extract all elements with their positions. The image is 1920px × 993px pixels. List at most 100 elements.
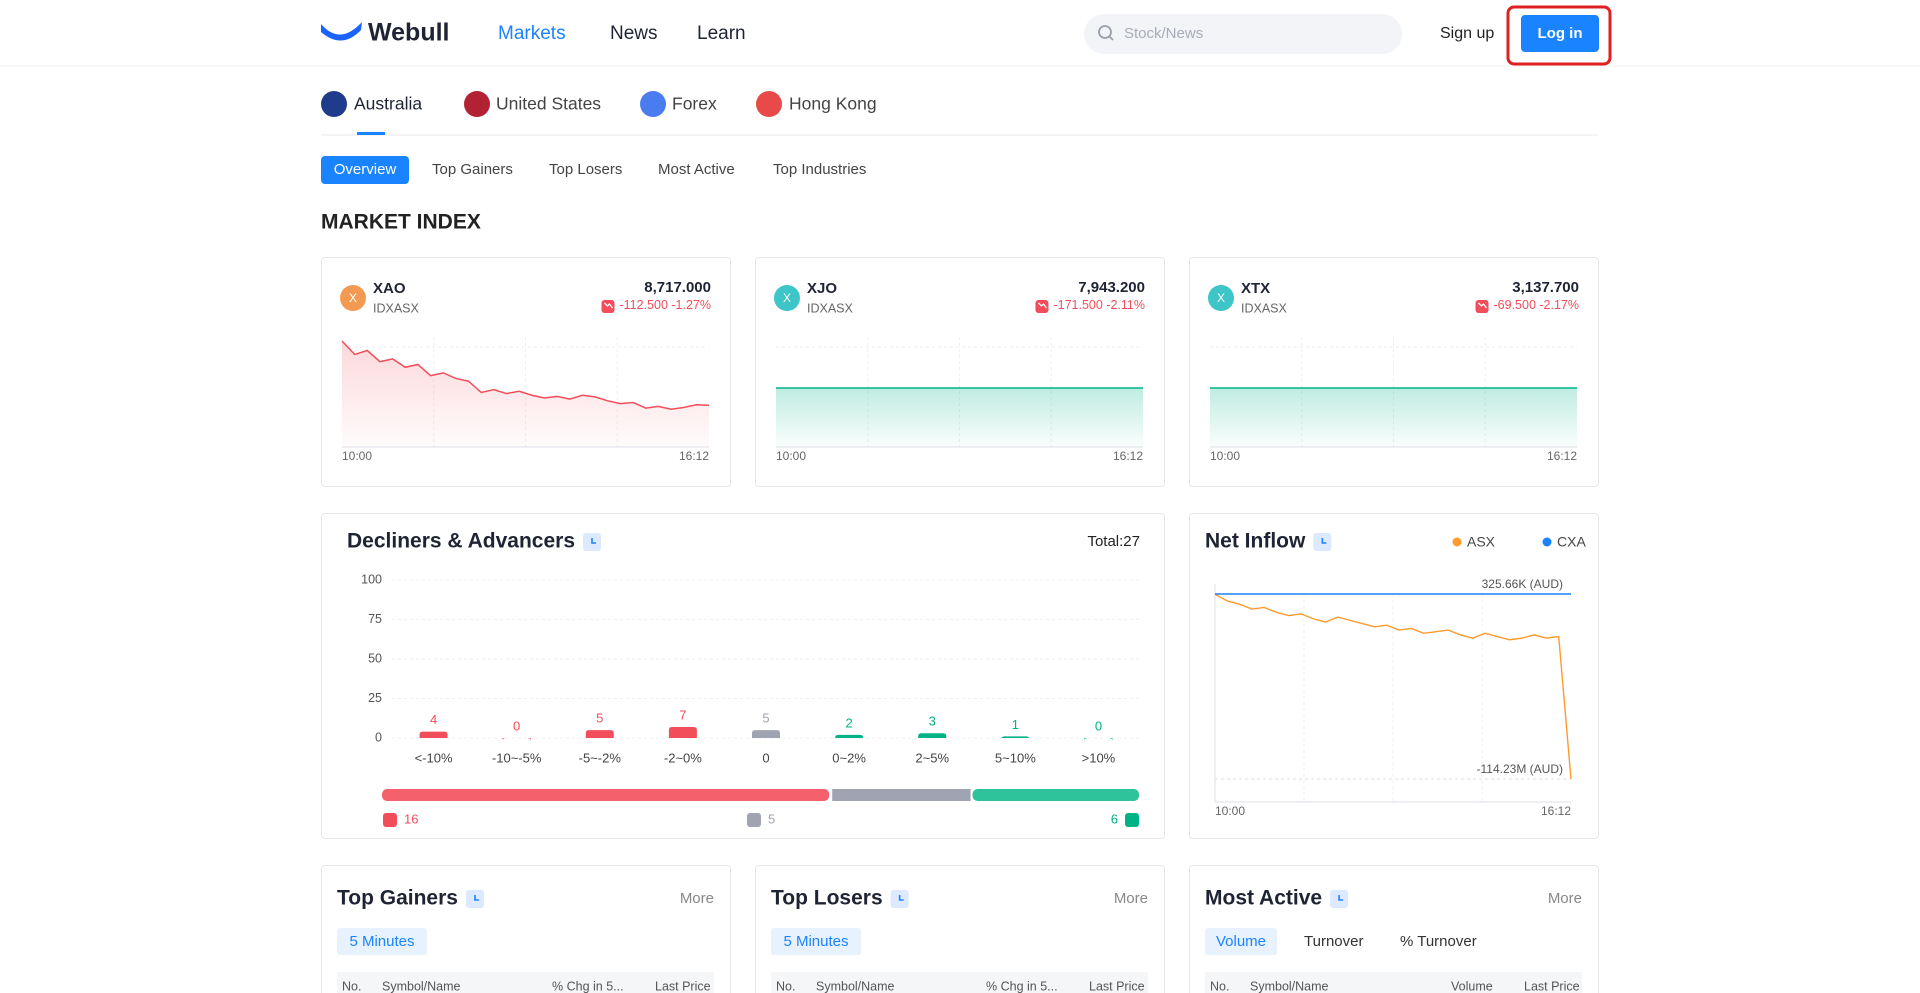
region-tab[interactable]: Hong Kong bbox=[789, 94, 877, 114]
x-tick-label: >10% bbox=[1082, 750, 1116, 765]
decliners-card bbox=[321, 513, 1165, 839]
index-icon bbox=[1208, 285, 1234, 311]
flat-icon bbox=[747, 813, 761, 827]
sub-tab[interactable]: Top Industries bbox=[773, 161, 866, 178]
time-label: 16:12 bbox=[1113, 449, 1143, 463]
section-title: MARKET INDEX bbox=[321, 211, 481, 234]
column-header: Volume bbox=[1451, 979, 1493, 993]
index-icon-letter: X bbox=[1217, 291, 1225, 305]
filter-option[interactable]: Volume bbox=[1216, 933, 1266, 950]
bar-value-label: 5 bbox=[596, 711, 603, 726]
region-icon[interactable] bbox=[640, 91, 666, 117]
card-title: Net Inflow bbox=[1205, 530, 1306, 553]
region-tab[interactable]: United States bbox=[496, 94, 601, 114]
y-tick-label: 325.66K (AUD) bbox=[1482, 577, 1563, 591]
region-icon[interactable] bbox=[756, 91, 782, 117]
time-label: 16:12 bbox=[679, 449, 709, 463]
column-header: Symbol/Name bbox=[382, 979, 461, 993]
bar-value-label: 2 bbox=[845, 715, 852, 730]
index-icon bbox=[340, 285, 366, 311]
bar bbox=[668, 726, 697, 738]
y-tick-label: 75 bbox=[368, 612, 382, 626]
down-icon bbox=[601, 300, 615, 313]
summary-segment bbox=[972, 789, 1139, 801]
index-icon-letter: X bbox=[349, 291, 357, 305]
bar-value-label: 0 bbox=[513, 718, 520, 733]
sub-tab[interactable]: Top Gainers bbox=[432, 161, 513, 178]
index-exchange: IDXASX bbox=[807, 301, 854, 315]
legend-label: ASX bbox=[1467, 534, 1496, 550]
column-header: No. bbox=[776, 979, 795, 993]
more-link[interactable]: More bbox=[680, 890, 714, 907]
logo[interactable]: Webull bbox=[368, 19, 449, 47]
table-header-bg bbox=[1205, 972, 1582, 993]
filter-option[interactable]: 5 Minutes bbox=[783, 933, 848, 950]
sign-up[interactable]: Sign up bbox=[1440, 25, 1494, 42]
column-header: Last Price bbox=[1524, 979, 1580, 993]
region-tab[interactable]: Forex bbox=[672, 94, 717, 114]
time-label: 16:12 bbox=[1547, 449, 1577, 463]
trend-area bbox=[776, 388, 1143, 447]
filter-pill[interactable] bbox=[1205, 928, 1277, 955]
trend-area bbox=[1210, 388, 1577, 447]
index-price: 7,943.200 bbox=[1078, 279, 1145, 296]
index-symbol: XAO bbox=[373, 280, 406, 297]
inflow-line bbox=[1214, 593, 1572, 780]
bar bbox=[918, 733, 947, 738]
card-title: Decliners & Advancers bbox=[347, 530, 575, 553]
time-label: 10:00 bbox=[1215, 804, 1245, 818]
info-icon bbox=[898, 895, 904, 901]
login-button[interactable] bbox=[1521, 15, 1599, 52]
summary-segment bbox=[832, 789, 971, 801]
filter-option[interactable]: % Turnover bbox=[1400, 933, 1477, 950]
index-exchange: IDXASX bbox=[373, 301, 420, 315]
filter-pill[interactable] bbox=[337, 928, 427, 955]
nav-link[interactable]: Learn bbox=[697, 23, 746, 44]
bar bbox=[419, 731, 448, 738]
nav-link[interactable]: Markets bbox=[498, 23, 566, 44]
down-icon bbox=[1035, 300, 1049, 313]
bar-value-label: 3 bbox=[929, 714, 936, 729]
column-header: % Chg in 5... bbox=[552, 979, 624, 993]
bar bbox=[585, 730, 614, 738]
index-price: 3,137.700 bbox=[1512, 279, 1579, 296]
summary-label: 6 bbox=[1111, 811, 1118, 826]
time-label: 10:00 bbox=[1210, 449, 1240, 463]
change-value: -69.500 bbox=[1494, 298, 1536, 312]
info-icon bbox=[1338, 895, 1344, 901]
search-box[interactable] bbox=[1084, 14, 1402, 54]
column-header: Last Price bbox=[655, 979, 711, 993]
sub-tab[interactable]: Most Active bbox=[658, 161, 735, 178]
x-tick-label: <-10% bbox=[415, 750, 453, 765]
region-icon[interactable] bbox=[464, 91, 490, 117]
search-placeholder: Stock/News bbox=[1124, 25, 1203, 42]
filter-option[interactable]: Turnover bbox=[1304, 933, 1363, 950]
region-tab[interactable]: Australia bbox=[354, 94, 422, 114]
more-link[interactable]: More bbox=[1114, 890, 1148, 907]
y-tick-label: 25 bbox=[368, 691, 382, 705]
more-link[interactable]: More bbox=[1548, 890, 1582, 907]
x-tick-label: -10~-5% bbox=[492, 750, 542, 765]
column-header: % Chg in 5... bbox=[986, 979, 1058, 993]
list-card bbox=[1189, 865, 1599, 993]
table-header-bg bbox=[337, 972, 714, 993]
index-price: 8,717.000 bbox=[644, 279, 711, 296]
legend-dot bbox=[1452, 537, 1462, 547]
region-icon[interactable] bbox=[321, 91, 347, 117]
filter-pill[interactable] bbox=[771, 928, 861, 955]
index-change: -69.500 -2.17% bbox=[1494, 298, 1580, 312]
time-label: 10:00 bbox=[776, 449, 806, 463]
change-percent: -2.17% bbox=[1539, 298, 1579, 312]
logo-mark[interactable] bbox=[321, 22, 362, 41]
index-symbol: XTX bbox=[1241, 280, 1270, 297]
sub-tab[interactable]: Top Losers bbox=[549, 161, 622, 178]
down-icon bbox=[383, 813, 397, 827]
sub-tab[interactable]: Overview bbox=[334, 161, 397, 178]
tab-active-bg[interactable] bbox=[321, 156, 409, 184]
change-value: -171.500 bbox=[1053, 298, 1102, 312]
login-label[interactable]: Log in bbox=[1538, 25, 1583, 42]
filter-option[interactable]: 5 Minutes bbox=[349, 933, 414, 950]
bar-value-label: 4 bbox=[430, 712, 437, 727]
nav-link[interactable]: News bbox=[610, 23, 658, 44]
